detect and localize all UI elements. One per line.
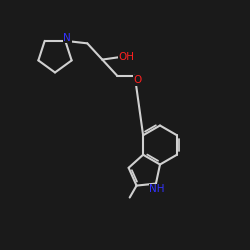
Text: N: N	[64, 33, 71, 43]
Text: O: O	[134, 75, 142, 85]
Text: NH: NH	[150, 184, 165, 194]
Text: OH: OH	[119, 52, 135, 62]
